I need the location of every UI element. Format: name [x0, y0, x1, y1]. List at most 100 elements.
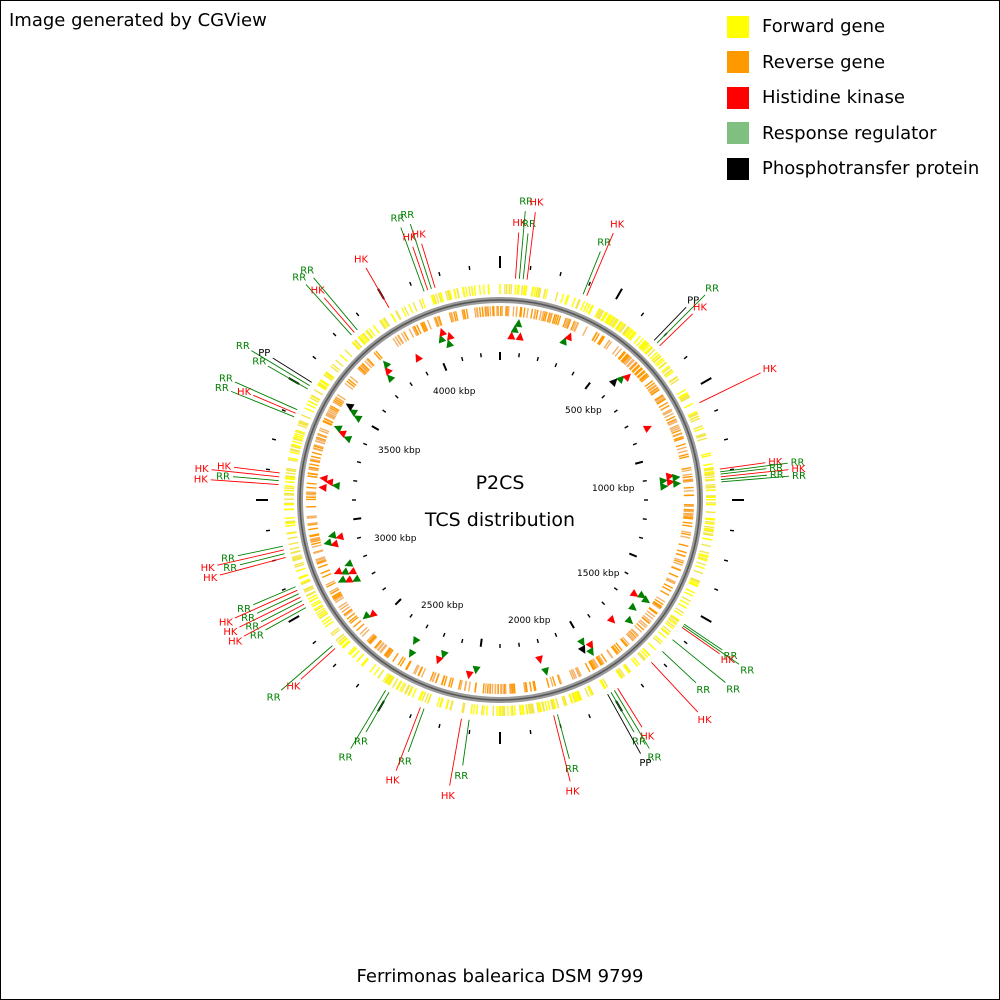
- reverse-gene: [440, 675, 446, 686]
- reverse-gene: [632, 365, 641, 374]
- forward-gene: [607, 316, 615, 326]
- tcs-marker: [409, 648, 417, 658]
- forward-gene: [663, 368, 673, 377]
- forward-gene: [661, 627, 670, 635]
- callout-label: RR: [770, 470, 784, 481]
- callout-label: RR: [648, 753, 662, 764]
- reverse-gene: [379, 644, 387, 653]
- forward-gene: [324, 620, 334, 628]
- forward-gene: [421, 691, 427, 702]
- tcs-marker: [672, 473, 681, 482]
- tick-mark: [409, 281, 412, 286]
- scale-label-3000: 3000 kbp: [374, 534, 417, 544]
- callout-line: [412, 246, 429, 291]
- scale-label-3500: 3500 kbp: [378, 446, 421, 456]
- forward-gene: [399, 682, 406, 692]
- callout-label: HK: [693, 302, 708, 313]
- tick-mark: [265, 468, 271, 471]
- reverse-gene: [592, 658, 599, 668]
- scale-label-500: 500 kbp: [565, 406, 602, 416]
- reverse-gene: [674, 437, 685, 442]
- scale-tick: [536, 638, 539, 644]
- forward-gene: [554, 291, 559, 302]
- forward-gene-swatch-icon: [727, 15, 749, 38]
- forward-gene: [693, 425, 704, 430]
- scale-label-4000: 4000 kbp: [433, 387, 476, 397]
- callout-label: HK: [640, 731, 655, 742]
- forward-gene: [616, 321, 623, 331]
- callout-line: [526, 212, 536, 280]
- reverse-gene: [333, 399, 343, 407]
- forward-gene: [705, 486, 716, 489]
- reverse-gene: [556, 674, 562, 685]
- forward-gene: [606, 315, 613, 325]
- reverse-gene: [683, 508, 694, 511]
- reverse-gene: [633, 367, 643, 375]
- forward-gene: [587, 304, 594, 315]
- tcs-marker: [369, 609, 378, 618]
- reverse-gene: [397, 656, 404, 666]
- forward-gene: [290, 550, 301, 555]
- forward-gene: [703, 529, 714, 533]
- reverse-gene: [563, 318, 569, 328]
- forward-gene: [533, 286, 537, 297]
- forward-gene: [544, 700, 548, 711]
- forward-gene: [373, 666, 381, 676]
- tick-mark: [468, 265, 471, 271]
- tick-mark: [281, 409, 286, 412]
- callout-line: [515, 232, 520, 279]
- forward-gene: [678, 391, 688, 399]
- forward-gene: [616, 322, 624, 332]
- reverse-gene: [622, 355, 630, 364]
- reverse-gene: [570, 320, 576, 331]
- reverse-gene: [318, 563, 328, 569]
- reverse-gene: [392, 652, 399, 663]
- forward-gene: [522, 285, 526, 296]
- forward-gene: [697, 557, 708, 562]
- reverse-gene: [330, 405, 340, 412]
- forward-gene: [531, 286, 535, 297]
- forward-gene: [287, 536, 298, 540]
- reverse-gene: [656, 596, 666, 603]
- reverse-gene: [669, 424, 680, 430]
- tick-mark: [723, 438, 729, 441]
- reverse-gene: [489, 306, 492, 317]
- reverse-gene: [367, 634, 376, 643]
- reverse-gene: [349, 616, 359, 625]
- forward-gene: [475, 704, 479, 715]
- forward-gene: [705, 483, 716, 487]
- forward-gene: [616, 669, 624, 679]
- forward-gene: [695, 564, 706, 570]
- phosphotransfer-protein-swatch-icon: [727, 157, 749, 180]
- forward-gene: [462, 287, 466, 298]
- forward-gene: [347, 646, 356, 655]
- reverse-gene: [591, 331, 598, 342]
- callout-line: [582, 251, 601, 295]
- scale-tick: [382, 587, 387, 591]
- reverse-gene: [683, 517, 694, 520]
- scale-label-1500: 1500 kbp: [577, 569, 620, 579]
- forward-gene: [290, 445, 301, 450]
- response-regulator-swatch-icon: [727, 122, 749, 145]
- scale-tick: [638, 536, 644, 539]
- reverse-gene: [330, 588, 340, 595]
- scale-label-1000: 1000 kbp: [592, 484, 635, 494]
- reverse-gene: [568, 670, 574, 680]
- callout-label: RR: [522, 219, 536, 230]
- callout-label: RR: [252, 357, 266, 368]
- reverse-gene: [412, 664, 419, 674]
- callout-line: [400, 227, 425, 292]
- tcs-marker: [352, 574, 362, 582]
- reverse-gene: [328, 408, 338, 415]
- callout-line: [265, 607, 307, 631]
- forward-gene: [287, 458, 298, 462]
- tcs-marker: [349, 409, 359, 417]
- forward-gene: [550, 699, 555, 710]
- forward-gene: [639, 340, 647, 350]
- forward-gene: [293, 434, 304, 439]
- forward-gene: [688, 413, 699, 419]
- reverse-gene: [620, 353, 629, 362]
- reverse-gene: [683, 515, 694, 519]
- callout-label: RR: [791, 457, 805, 468]
- forward-gene: [352, 650, 360, 659]
